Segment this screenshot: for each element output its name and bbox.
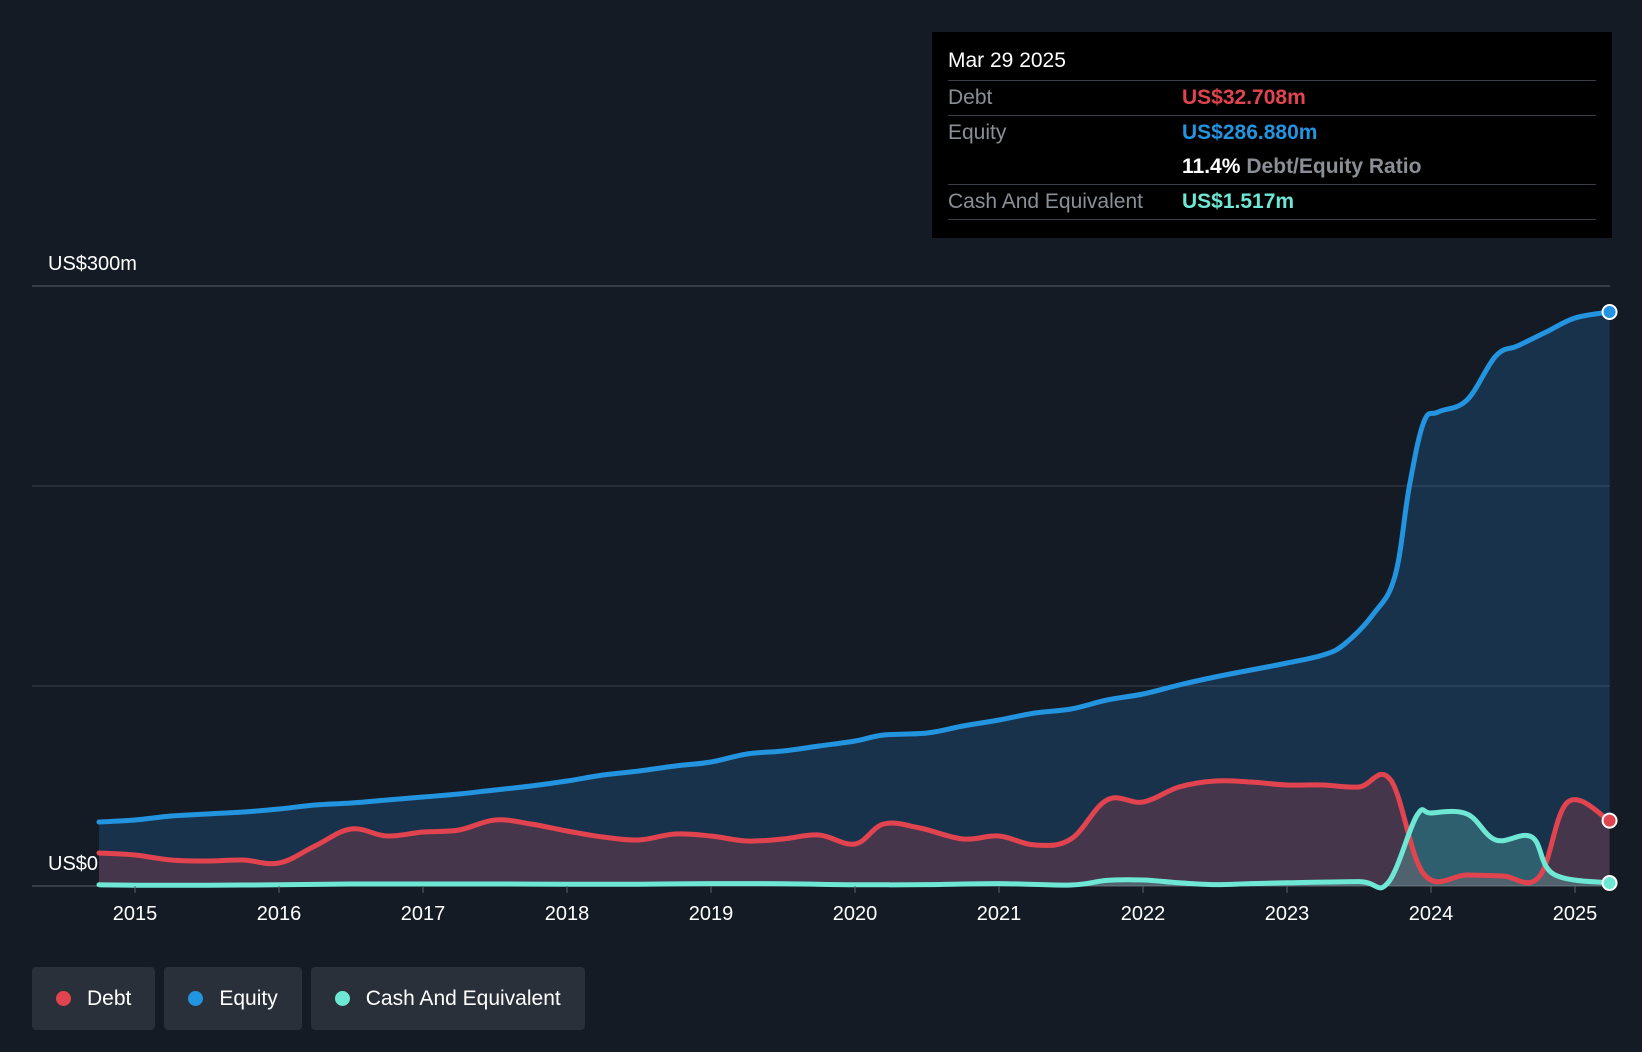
x-tick-label-2017: 2017 [401, 903, 446, 925]
series-lines [96, 309, 1613, 891]
x-tick-label-2023: 2023 [1265, 903, 1310, 925]
tooltip-ratio-value: 11.4% [1182, 155, 1241, 178]
tooltip-date: Mar 29 2025 [948, 46, 1596, 81]
axis-labels: US$300m US$0 2015 2016 2017 2018 2019 2020 2021 2… [48, 253, 1597, 925]
area-debt [99, 774, 1610, 886]
legend-cash-label: Cash And Equivalent [365, 986, 561, 1010]
cash-dot-icon [334, 991, 350, 1006]
tooltip-equity-value: US$286.880m [1182, 121, 1318, 144]
x-tick-label-2020: 2020 [833, 903, 878, 925]
x-tick-label-2018: 2018 [545, 903, 590, 925]
tooltip-panel: Mar 29 2025 Debt US$32.708m Equity US$28… [932, 32, 1612, 238]
tooltip-cash-value: US$1.517m [1182, 190, 1295, 213]
x-tick-label-2025: 2025 [1553, 903, 1598, 925]
area-equity [99, 312, 1610, 886]
tooltip-cash-row: Cash And Equivalent US$1.517m [948, 185, 1596, 220]
line-debt [96, 771, 1613, 886]
end-marker-debt [1601, 812, 1618, 829]
x-tick-label-2015: 2015 [113, 903, 158, 925]
series-areas [99, 312, 1610, 888]
legend-item-debt[interactable]: Debt [32, 967, 156, 1030]
legend: Debt Equity Cash And Equivalent [32, 967, 585, 1030]
x-tick-label-2021: 2021 [977, 903, 1022, 925]
legend-debt-label: Debt [87, 986, 132, 1010]
tooltip-cash-label: Cash And Equivalent [948, 190, 1143, 213]
y-tick-label-1: US$0 [48, 853, 98, 875]
tooltip-debt-label: Debt [948, 86, 993, 109]
tooltip-ratio-row: 11.4% Debt/Equity Ratio [948, 150, 1596, 185]
end-markers [1601, 304, 1618, 891]
legend-item-equity[interactable]: Equity [164, 967, 302, 1030]
area-cash-and-equivalent [99, 809, 1610, 888]
end-marker-cash-and-equivalent [1601, 875, 1618, 891]
x-tick-label-2022: 2022 [1121, 903, 1166, 925]
legend-item-cash[interactable]: Cash And Equivalent [310, 967, 585, 1030]
end-marker-equity [1601, 304, 1618, 320]
x-tick-label-2024: 2024 [1409, 903, 1454, 925]
x-tick-label-2019: 2019 [689, 903, 734, 925]
x-tick-label-2016: 2016 [257, 903, 302, 925]
y-tick-label-0: US$300m [48, 253, 137, 275]
tooltip-debt-value: US$32.708m [1182, 86, 1306, 109]
line-equity [96, 309, 1613, 825]
tooltip-equity-row: Equity US$286.880m [948, 116, 1596, 150]
tooltip-equity-label: Equity [948, 121, 1007, 144]
equity-dot-icon [188, 991, 204, 1006]
tooltip-ratio-label: Debt/Equity Ratio [1246, 155, 1422, 178]
line-cash-and-equivalent [96, 807, 1613, 891]
debt-dot-icon [56, 991, 71, 1006]
tooltip-debt-row: Debt US$32.708m [948, 81, 1596, 116]
legend-equity-label: Equity [219, 986, 278, 1010]
